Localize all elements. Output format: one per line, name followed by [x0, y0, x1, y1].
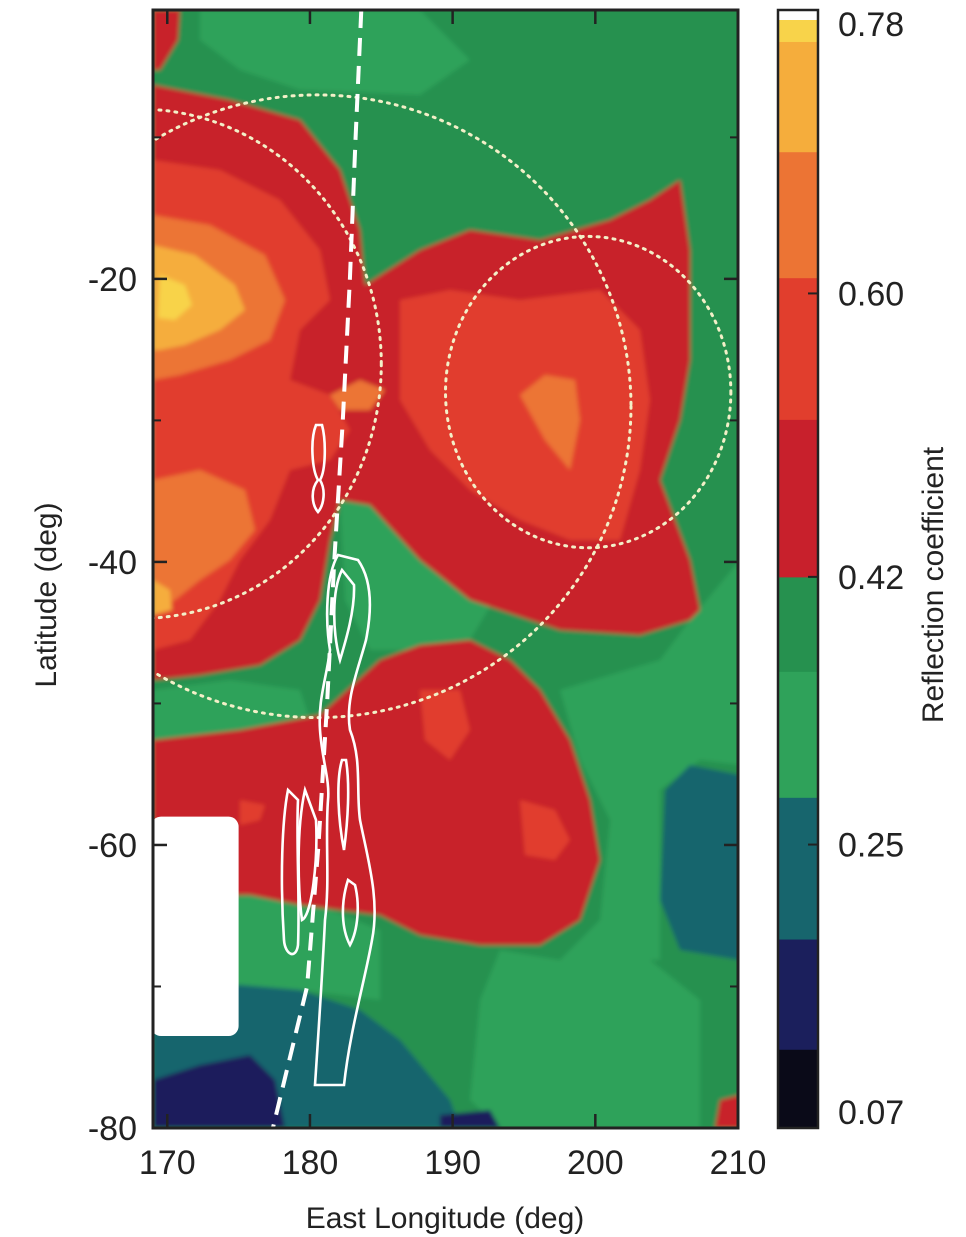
colorbar-band — [778, 41, 818, 153]
contour-region-light-green — [200, 10, 470, 95]
elevation-contour — [341, 877, 360, 948]
contour-region-light-green — [470, 950, 700, 1128]
colorbar-ticks: 0.78 0.60 0.42 0.25 0.07 — [808, 6, 904, 1132]
elevation-contour — [332, 567, 356, 665]
colorbar-band — [778, 277, 818, 420]
contour-region-red — [715, 1095, 738, 1128]
plot-area — [153, 10, 738, 1128]
colorbar-bands — [778, 10, 818, 1129]
x-tick-label: 200 — [567, 1144, 624, 1182]
plot-frame — [151, 8, 740, 1130]
x-axis-label: East Longitude (deg) — [306, 1202, 585, 1235]
colorbar-tick-label: 0.07 — [838, 1094, 904, 1132]
colorbar-tick-label: 0.42 — [838, 559, 904, 597]
elevation-contours — [280, 423, 376, 1087]
colorbar-label: Reflection coefficient — [917, 446, 950, 723]
colorbar-band — [778, 576, 818, 672]
contour-region-navy — [440, 1110, 500, 1128]
x-tick-label: 180 — [282, 1144, 339, 1182]
contour-region-navy — [153, 1055, 285, 1128]
elevation-contour — [297, 785, 318, 922]
colorbar-tick-label: 0.25 — [838, 827, 904, 865]
contour-region-amber — [153, 580, 172, 615]
y-tick-label: -20 — [88, 261, 137, 299]
colorbar-frame — [776, 8, 820, 1130]
contour-region-orange — [520, 375, 580, 470]
x-axis: 170 180 190 200 210 — [139, 10, 766, 1182]
contour-region-bright-red — [520, 800, 570, 860]
contour-region-bright-red — [420, 690, 470, 760]
footprint-circle — [444, 234, 733, 550]
elevation-contour — [313, 553, 376, 1087]
colorbar-band — [778, 151, 818, 279]
contour-region-light-green — [560, 562, 738, 960]
x-tick-label: 210 — [710, 1144, 767, 1182]
footprint-circles — [153, 93, 733, 720]
ground-track-line — [270, 10, 364, 1128]
colorbar-band — [778, 1049, 818, 1129]
data-gap-region — [153, 816, 239, 1037]
contour-region-bright-red — [400, 290, 650, 540]
contour-region-teal — [660, 765, 738, 960]
footprint-circle — [153, 93, 633, 720]
colorbar-cap — [778, 10, 818, 20]
colorbar: 0.78 0.60 0.42 0.25 0.07 Reflection coeffici… — [776, 6, 950, 1132]
elevation-contour — [337, 758, 350, 851]
contour-region-red — [153, 640, 600, 945]
contour-fill-layer — [153, 10, 738, 1128]
colorbar-tick-label: 0.78 — [838, 6, 904, 44]
contour-region-red — [153, 10, 180, 70]
contour-region-orange — [153, 470, 255, 610]
colorbar-band — [778, 419, 818, 578]
footprint-circle — [153, 108, 383, 620]
colorbar-band — [778, 797, 818, 940]
colorbar-tick-label: 0.60 — [838, 275, 904, 313]
y-axis: -20 -40 -60 -80 — [88, 136, 738, 1148]
y-tick-label: -80 — [88, 1110, 137, 1148]
y-tick-label: -60 — [88, 827, 137, 865]
elevation-contour — [311, 423, 327, 514]
x-tick-label: 190 — [424, 1144, 481, 1182]
y-tick-label: -40 — [88, 544, 137, 582]
contour-region-yellow — [158, 275, 192, 320]
contour-region-bright-red — [240, 800, 265, 825]
x-tick-label: 170 — [139, 1144, 196, 1182]
colorbar-band — [778, 671, 818, 798]
contour-region-amber — [153, 245, 245, 350]
y-axis-label: Latitude (deg) — [30, 502, 63, 687]
colorbar-band — [778, 939, 818, 1050]
